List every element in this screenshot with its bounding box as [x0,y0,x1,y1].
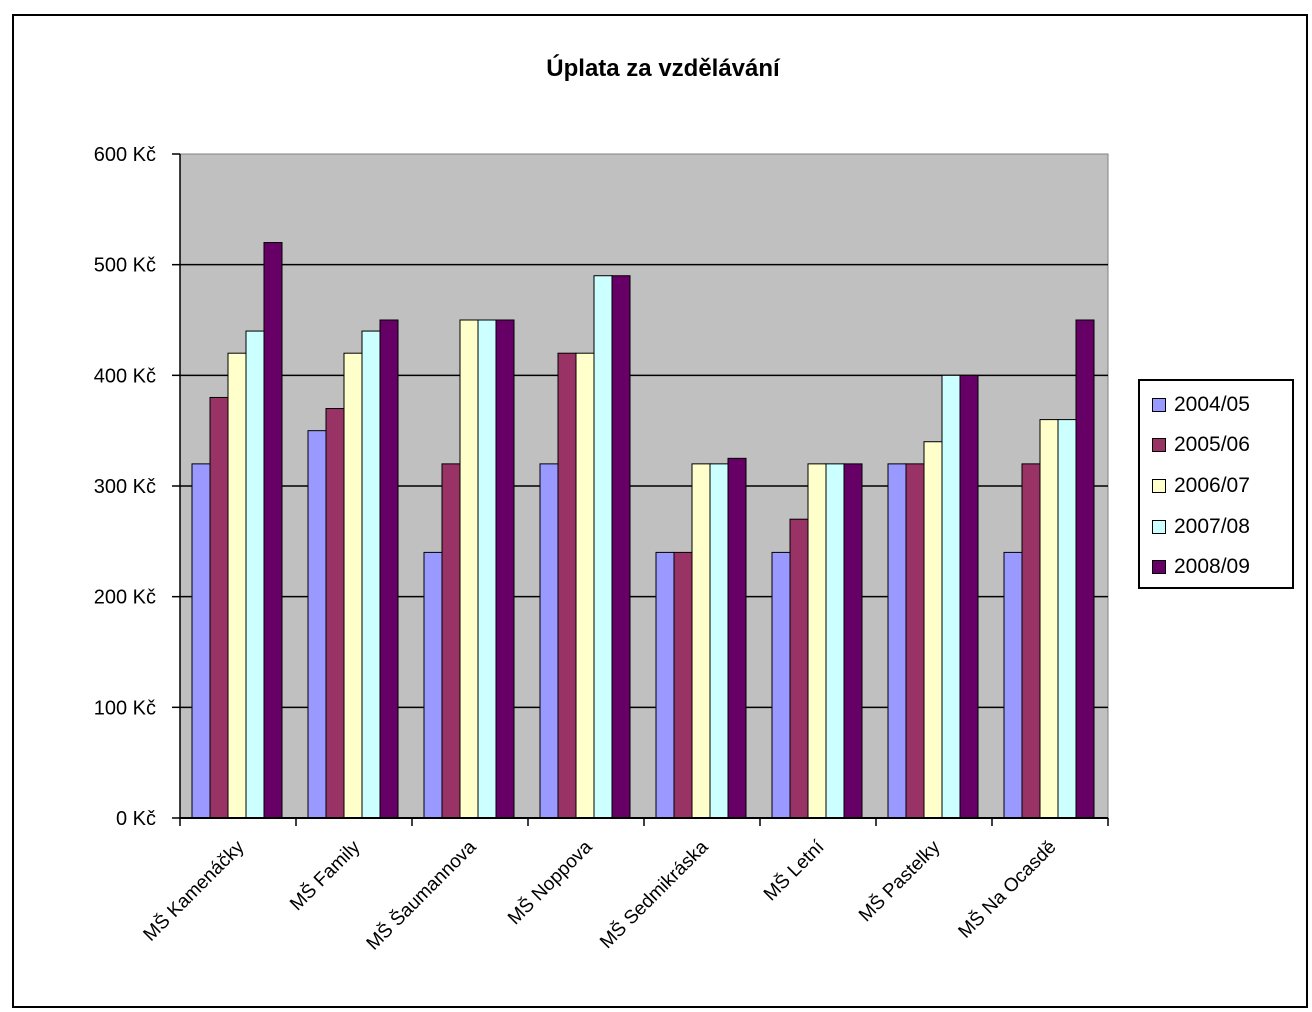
bar [727,457,747,819]
bar [263,242,283,819]
y-tick-labels: 0 Kč 100 Kč 200 Kč 300 Kč 400 Kč 500 Kč 600 Kč [94,144,156,830]
legend-swatch [1152,560,1166,574]
legend-label: 2004/05 [1174,393,1250,416]
bars [191,242,1095,819]
y-tick-label: 500 Kč [94,255,156,277]
x-tick-label: MŠ Pastelky [854,836,945,927]
bar [593,275,613,819]
bar [959,374,979,819]
bar [673,551,693,819]
legend-item: 2006/07 [1152,472,1250,500]
legend-label: 2006/07 [1174,474,1250,497]
legend-swatch [1152,398,1166,412]
legend-swatch [1152,520,1166,534]
y-tick-label: 100 Kč [94,697,156,719]
legend-item: 2008/09 [1152,553,1250,581]
legend-swatch [1152,438,1166,452]
y-tick-label: 600 Kč [94,144,156,166]
bar [941,374,961,819]
legend-label: 2005/06 [1174,433,1250,456]
bar [843,463,863,819]
axes [172,153,1109,826]
bar [923,441,943,819]
x-tick-label: MŠ Sedmikráska [595,836,712,953]
y-tick-label: 0 Kč [116,808,156,830]
y-tick-label: 300 Kč [94,476,156,498]
bar [709,463,729,819]
legend-item: 2004/05 [1152,391,1250,419]
bar [557,352,577,819]
bar [1021,463,1041,819]
bar [1039,419,1059,819]
bar [1057,419,1077,819]
bar [905,463,925,819]
legend: 2004/05 2005/06 2006/07 2007/08 2008/09 [1138,379,1294,589]
bar [691,463,711,819]
legend-item: 2005/06 [1152,431,1250,459]
bar [325,408,345,819]
bar [575,352,595,819]
bar [771,551,791,819]
bar [495,319,515,819]
legend-swatch [1152,479,1166,493]
legend-label: 2008/09 [1174,555,1250,578]
legend-label: 2007/08 [1174,515,1250,538]
y-tick-label: 400 Kč [94,365,156,387]
bar [227,352,247,819]
x-tick-label: MŠ Na Ocasdě [954,836,1061,943]
bar [307,430,327,819]
y-tick-label: 200 Kč [94,587,156,609]
bar [807,463,827,819]
bar [1003,551,1023,819]
bar [887,463,907,819]
bar [459,319,479,819]
x-tick-label: MŠ Letní [759,835,829,905]
bar [209,396,229,819]
x-tick-label: MŠ Family [286,836,365,915]
bar [343,352,363,819]
bar [789,518,809,819]
bar [611,275,631,819]
bar [825,463,845,819]
bar [191,463,211,819]
bar [361,330,381,819]
bar [245,330,265,819]
bar [539,463,559,819]
chart-title: Úplata za vzdělávání [546,54,781,82]
legend-item: 2007/08 [1152,513,1250,541]
bar [423,551,443,819]
bar [477,319,497,819]
x-tick-label: MŠ Kamenáčky [139,836,249,946]
bar [441,463,461,819]
x-tick-label: MŠ Noppova [503,836,597,930]
bar [1075,319,1095,819]
x-tick-label: MŠ Šaumannova [362,836,481,955]
bar [379,319,399,819]
bar [655,551,675,819]
